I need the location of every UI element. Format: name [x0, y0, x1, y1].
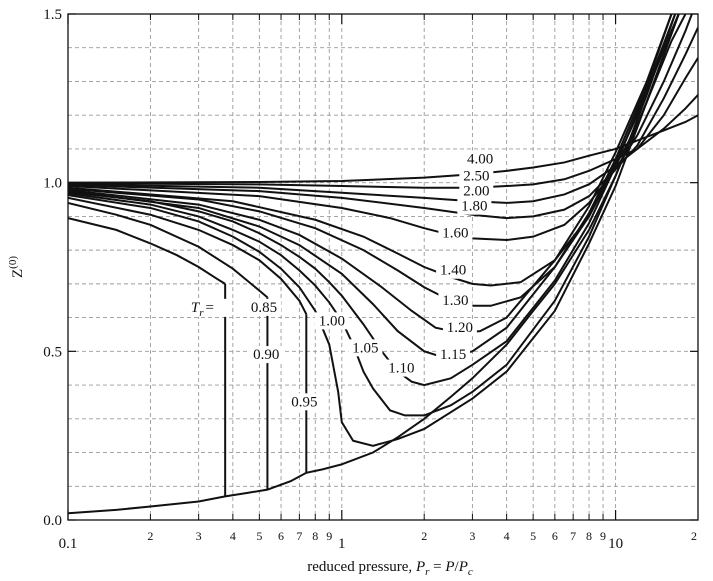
x-minor-tick-label: 2	[691, 529, 697, 543]
plot-frame	[67, 13, 699, 521]
curve-label-bg	[438, 224, 473, 242]
x-axis-label-prefix: reduced pressure,	[307, 559, 416, 575]
y-tick-label: 0.5	[43, 344, 62, 360]
axis-ticks: 0.1 1 102 3 4 5 6 7 8 9 2 3 4 5 6 7 8 9 20.00.51.01.5	[43, 7, 699, 552]
curve-label: 4.00	[467, 151, 493, 167]
x-minor-tick-label: 7	[296, 529, 302, 543]
curve-label-bg	[459, 167, 494, 185]
curve-label-bg	[314, 312, 349, 330]
curve-label: 0.90	[253, 347, 279, 363]
isotherm-curves	[68, 14, 698, 515]
x-axis-label-p2: P	[444, 559, 454, 575]
x-minor-tick-label: 3	[196, 529, 202, 543]
x-axis-label: reduced pressure, Pr = P/Pc	[307, 559, 473, 578]
y-axis-label-sup: (0)	[7, 256, 19, 269]
isotherm-1-80	[68, 27, 698, 220]
curve-label: 2.00	[463, 183, 489, 199]
x-axis-label-sub-c: c	[468, 566, 473, 578]
x-tick-label: 10	[608, 536, 623, 552]
x-tick-label: 0.1	[59, 536, 78, 552]
isotherm-1-05	[68, 14, 677, 417]
curve-label-bg	[384, 359, 419, 377]
x-minor-tick-label: 4	[504, 529, 510, 543]
x-minor-tick-label: 8	[586, 529, 592, 543]
x-axis-label-eq: =	[429, 559, 445, 575]
curve-label: 1.30	[442, 293, 468, 309]
tr-label-eq: =	[205, 300, 213, 316]
x-minor-tick-label: 3	[469, 529, 475, 543]
curve-label: 1.15	[440, 347, 466, 363]
curve-label: 1.05	[352, 340, 378, 356]
curve-label: 1.40	[440, 263, 466, 279]
isotherm-0-85	[68, 217, 226, 285]
x-minor-tick-label: 9	[600, 529, 606, 543]
x-minor-tick-label: 9	[326, 529, 332, 543]
curve-label-bg	[459, 182, 494, 200]
tr-label-t: T	[191, 300, 201, 316]
x-axis-label-slash: /	[455, 559, 460, 575]
curve-label: 0.95	[291, 394, 317, 410]
x-axis-label-sub-r: r	[425, 566, 430, 578]
curve-label: 1.10	[388, 361, 414, 377]
y-axis-label-base: Z	[10, 269, 26, 278]
curve-label: 1.60	[442, 226, 468, 242]
x-minor-tick-label: 6	[278, 529, 284, 543]
curve-label-bg	[463, 150, 498, 168]
isotherm-0-95	[68, 196, 308, 315]
curve-label: 1.80	[461, 199, 487, 215]
curve-label-bg	[436, 346, 471, 364]
plot-area-background	[68, 14, 698, 520]
curve-label-bg	[247, 298, 282, 316]
curve-label-bg	[438, 292, 473, 310]
x-axis-label-p3: P	[458, 559, 468, 575]
curve-labels: 0.85 0.90 0.95 1.00 1.05 1.10 1.15 1.20 1.30 1.40…	[191, 150, 498, 411]
x-minor-tick-label: 8	[312, 529, 318, 543]
isotherm-0-90	[68, 201, 269, 299]
curve-label-bg	[442, 319, 477, 337]
tr-label: Tr =	[191, 300, 214, 319]
isotherm-4-00	[68, 114, 698, 184]
y-tick-label: 1.5	[43, 7, 62, 23]
curve-label-bg	[436, 261, 471, 279]
isotherm-1-00	[68, 14, 680, 447]
curve-label: 1.00	[319, 313, 345, 329]
tr-label-sub: r	[199, 307, 204, 319]
curve-label-bg	[249, 346, 284, 364]
curve-label: 2.50	[463, 168, 489, 184]
x-axis-label-p: P	[415, 559, 425, 575]
x-tick-label: 1	[338, 536, 346, 552]
y-tick-label: 1.0	[43, 176, 62, 192]
x-minor-tick-label: 5	[256, 529, 262, 543]
isotherm-1-60	[68, 14, 693, 242]
curve-label-bg	[348, 339, 383, 357]
x-minor-tick-label: 4	[230, 529, 236, 543]
y-axis-label: Z(0)	[7, 256, 26, 278]
tr-label-bg	[192, 298, 231, 317]
isotherm-2-00	[68, 57, 698, 204]
liquid-branch-curve	[68, 14, 680, 515]
x-minor-tick-label: 2	[421, 529, 427, 543]
x-minor-tick-label: 5	[530, 529, 536, 543]
y-tick-label: 0.0	[43, 513, 62, 529]
x-minor-tick-label: 6	[552, 529, 558, 543]
x-minor-tick-label: 2	[147, 529, 153, 543]
curve-label: 0.85	[251, 300, 277, 316]
curve-label-bg	[287, 393, 322, 411]
x-minor-tick-label: 7	[570, 529, 576, 543]
curve-label: 1.20	[447, 320, 473, 336]
curve-label-bg	[457, 197, 492, 215]
